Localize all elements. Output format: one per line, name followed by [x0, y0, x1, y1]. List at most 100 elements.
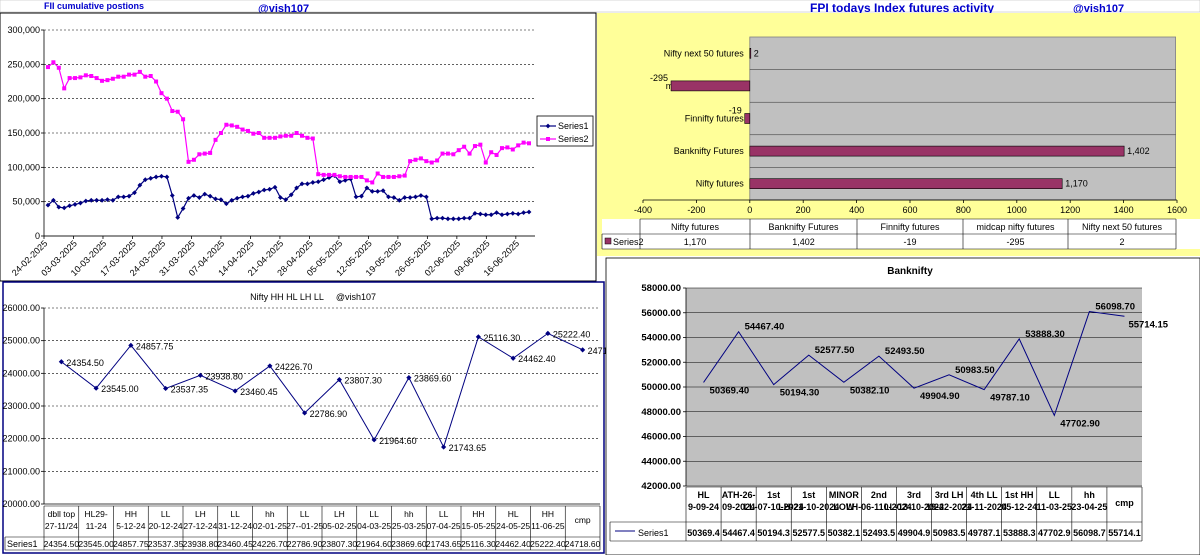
fii-series-1-point — [94, 197, 100, 203]
fii-series-1-point — [288, 192, 294, 198]
nifty-table-category: 20-12-24 — [149, 521, 183, 531]
banknifty-table-category: 3rd — [907, 490, 921, 500]
fii-series-1-point — [450, 216, 456, 222]
fii-series-2-point — [83, 73, 88, 78]
fii-series-2-point — [110, 76, 115, 81]
nifty-table-category: 04-03-25 — [357, 521, 391, 531]
fpi-category-label: Banknifty Futures — [674, 146, 745, 156]
fii-title: FII cumulative postions — [44, 1, 144, 11]
fii-series-2-point — [132, 72, 137, 77]
fpi-category-label: Nifty next 50 futures — [664, 48, 745, 58]
banknifty-table-value: 55714.1 — [1108, 528, 1141, 538]
nifty-table-category: 31-12-24 — [218, 521, 252, 531]
fpi-value-label: 1,402 — [1127, 146, 1150, 156]
nifty-point-label: 24354.50 — [66, 358, 104, 368]
fii-series-1-point — [202, 191, 208, 197]
fii-series-1-point — [186, 195, 191, 201]
fii-series-1-point — [418, 193, 424, 198]
nifty-table-value: 23807.30 — [322, 539, 358, 549]
fii-series-1-point — [515, 211, 521, 217]
banknifty-table-value: 50194.3 — [757, 528, 790, 538]
fii-series-2-point — [386, 174, 391, 179]
fpi-x-tick-label: 600 — [902, 205, 917, 215]
banknifty-table-category: 4th LL — [971, 490, 998, 500]
fii-series-1-point — [396, 197, 402, 203]
fii-series-2-point — [300, 133, 305, 138]
fii-series-2-point — [478, 142, 483, 147]
fii-y-tick-label: 50,000 — [12, 197, 40, 207]
nifty-table-category: LL — [439, 509, 449, 519]
fii-series-1-point — [78, 200, 83, 206]
fii-series-2-point — [148, 74, 153, 79]
fii-series-1-point — [375, 188, 381, 194]
nifty-y-tick-label: 20000.00 — [2, 499, 40, 509]
banknifty-table-category: MINOR — [829, 490, 859, 500]
fii-series-1-point — [402, 195, 408, 200]
fii-series-2-point — [175, 109, 180, 114]
nifty-point-label: 25116.30 — [483, 333, 520, 343]
banknifty-point-label: 52577.50 — [815, 345, 855, 356]
handle-left: @vish107 — [258, 3, 309, 15]
banknifty-point-label: 50194.30 — [780, 388, 820, 399]
fii-series-2-point — [343, 174, 348, 179]
fpi-x-tick-label: 1200 — [1060, 205, 1080, 215]
banknifty-point-label: 49787.10 — [990, 393, 1030, 404]
fii-series-1-point — [353, 194, 359, 200]
nifty-series-line — [61, 332, 583, 449]
fpi-table-value: 1,402 — [792, 237, 815, 247]
fii-series-1-point — [67, 203, 73, 209]
fpi-x-tick-label: 0 — [747, 205, 752, 215]
nifty-y-tick-label: 26000.00 — [2, 303, 40, 313]
nifty-table-category: 02-01-25 — [253, 521, 287, 531]
fii-series-2-point — [245, 128, 250, 133]
fii-series-1-point — [299, 181, 305, 187]
banknifty-table-category: 21-11-2024 — [961, 502, 1007, 512]
fpi-x-tick-label: 1400 — [1114, 205, 1134, 215]
fii-series-1-point — [110, 197, 116, 203]
nifty-table-value: 22786.90 — [287, 539, 323, 549]
fii-series-2-point — [137, 69, 142, 74]
fii-series-2-point — [289, 133, 294, 138]
fii-series-2-point — [89, 74, 94, 79]
fii-series-2-point — [143, 74, 148, 79]
fii-series-1-point — [61, 205, 67, 211]
fii-series-1-point — [88, 197, 94, 203]
fpi-category-label: Finnifty futures — [685, 114, 745, 124]
fpi-table-legend-key — [604, 237, 612, 245]
banknifty-table-value: 47702.9 — [1038, 528, 1071, 538]
fii-series-1-point — [277, 195, 283, 200]
fii-y-tick-label: 300,000 — [7, 25, 40, 35]
fii-series-2-point — [505, 145, 510, 150]
fii-series-2-point — [67, 76, 72, 81]
banknifty-table-category: 2nd — [871, 490, 887, 500]
fii-series-1-point — [137, 182, 143, 188]
banknifty-y-tick-label: 50000.00 — [641, 382, 681, 393]
fii-series-1-point — [250, 191, 256, 196]
fii-series-2-point — [267, 135, 272, 140]
fpi-x-tick-label: 200 — [796, 205, 811, 215]
fpi-x-tick-label: -400 — [634, 205, 652, 215]
fii-series-2-point — [251, 131, 256, 136]
nifty-handle: @vish107 — [336, 292, 376, 302]
nifty-table-category: hh — [404, 509, 414, 519]
fpi-value-label: -295 — [650, 73, 668, 83]
nifty-y-tick-label: 22000.00 — [2, 434, 40, 444]
nifty-point — [128, 342, 134, 348]
fii-series-2-point — [229, 123, 234, 128]
banknifty-title: Banknifty — [887, 266, 933, 277]
fii-series-1-point — [483, 212, 489, 218]
fii-series-1-point — [434, 215, 440, 221]
fii-series-1-point — [213, 196, 218, 202]
fpi-x-tick-label: 1600 — [1167, 205, 1187, 215]
nifty-point — [441, 444, 447, 450]
nifty-table-category: 27--01-25 — [286, 521, 323, 531]
fii-series-1-point — [283, 197, 289, 203]
fii-series-2-point — [381, 174, 386, 179]
fii-series-1-point — [445, 216, 451, 222]
fii-series-2-point — [116, 74, 121, 79]
nifty-point — [475, 334, 481, 340]
fii-series-2-point — [186, 159, 191, 164]
nifty-y-tick-label: 25000.00 — [2, 336, 40, 346]
banknifty-table-category: LH-06-110-2024 — [846, 502, 912, 512]
nifty-table-value: 25116.30 — [461, 539, 496, 549]
